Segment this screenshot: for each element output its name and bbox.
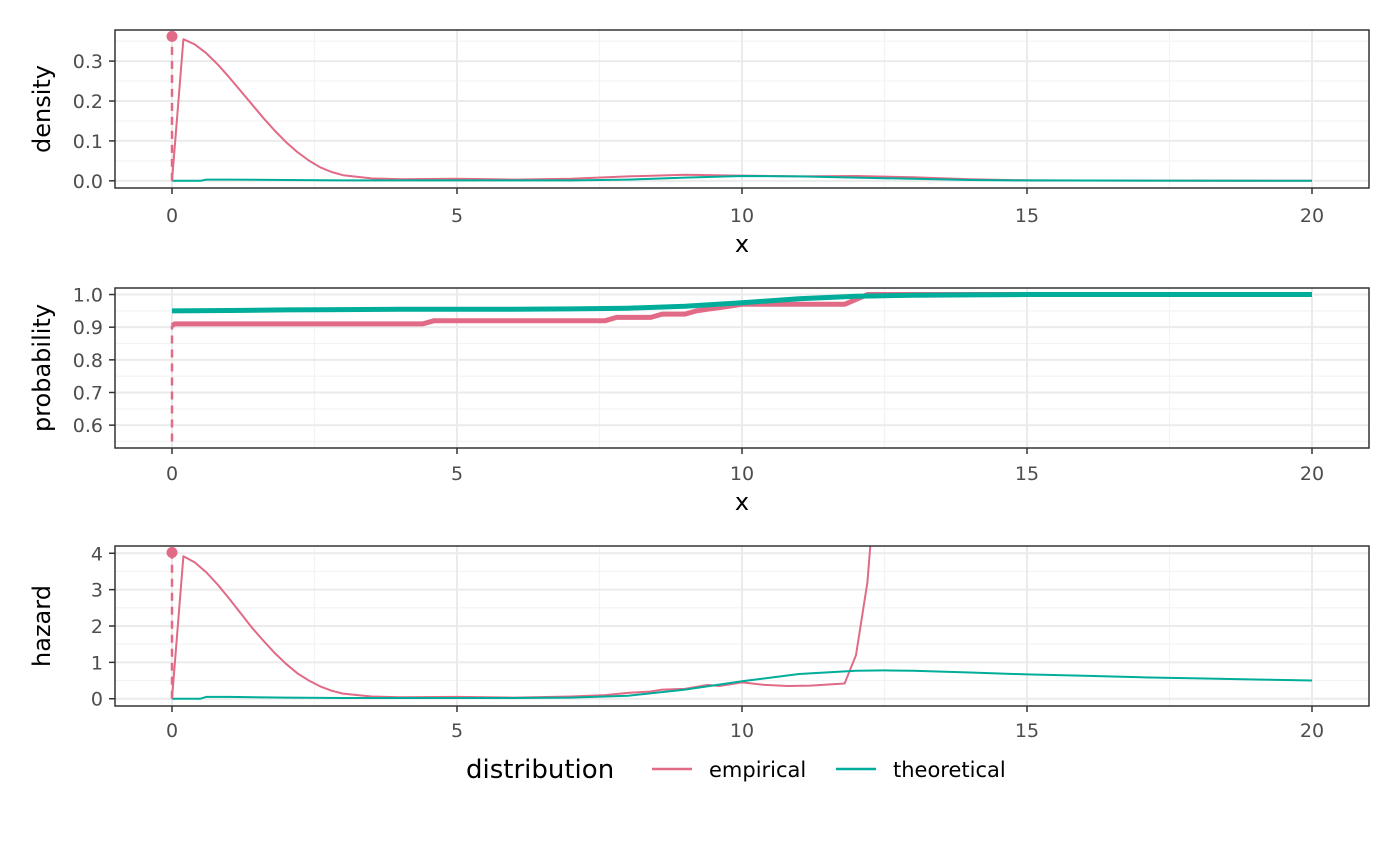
y-tick-label: 2 — [91, 616, 103, 638]
series-line-theoretical — [172, 175, 1313, 182]
x-tick-label: 15 — [1015, 205, 1039, 227]
x-tick-label: 5 — [451, 720, 463, 742]
y-tick-label: 0.9 — [73, 317, 103, 339]
y-tick-label: 0.3 — [73, 51, 103, 73]
x-tick-label: 0 — [166, 205, 178, 227]
legend-title: distribution — [466, 755, 614, 785]
legend-label-empirical: empirical — [709, 758, 806, 782]
y-axis-title: density — [28, 65, 56, 153]
point-mass-dot — [166, 30, 178, 42]
y-tick-label: 4 — [91, 543, 103, 565]
x-tick-label: 15 — [1015, 720, 1039, 742]
x-tick-label: 10 — [730, 463, 754, 485]
x-tick-label: 20 — [1300, 463, 1324, 485]
legend: distribution empirical theoretical — [466, 755, 1006, 785]
x-tick-label: 20 — [1300, 720, 1324, 742]
series-line-theoretical — [172, 669, 1313, 700]
x-tick-label: 10 — [730, 720, 754, 742]
y-axis-title: hazard — [28, 585, 56, 667]
y-tick-label: 0.2 — [73, 91, 103, 113]
y-axis-title: probability — [28, 304, 56, 432]
y-tick-label: 0.6 — [73, 415, 103, 437]
panel-hazard: 0 5 10 15 20 0 1 2 3 4 hazard — [28, 543, 1370, 742]
x-tick-label: 20 — [1300, 205, 1324, 227]
series-line-theoretical — [171, 292, 1312, 314]
series-line-empirical — [171, 546, 872, 699]
panel-border — [114, 29, 1370, 189]
y-tick-label: 0 — [91, 689, 103, 711]
point-mass-dot — [166, 547, 178, 559]
x-tick-label: 5 — [451, 205, 463, 227]
y-tick-label: 0.7 — [73, 382, 103, 404]
x-tick-label: 15 — [1015, 463, 1039, 485]
y-tick-label: 0.1 — [73, 131, 103, 153]
x-tick-label: 0 — [166, 720, 178, 742]
x-tick-label: 0 — [166, 463, 178, 485]
y-tick-label: 0.0 — [73, 171, 103, 193]
y-tick-label: 3 — [91, 580, 103, 602]
x-axis-title: x — [735, 488, 749, 516]
y-tick-label: 1 — [91, 652, 103, 674]
y-tick-label: 1.0 — [73, 285, 103, 307]
x-tick-label: 5 — [451, 463, 463, 485]
panel-probability: 0 5 10 15 20 0.6 0.7 0.8 0.9 1.0 x probability — [28, 285, 1370, 516]
x-axis-title: x — [735, 230, 749, 258]
panel-density: 0 5 10 15 20 0.0 0.1 0.2 0.3 x density — [28, 29, 1370, 258]
panel-border — [114, 545, 1370, 707]
y-tick-label: 0.8 — [73, 350, 103, 372]
series-line-empirical — [170, 292, 1312, 328]
panel-border — [114, 287, 1370, 449]
legend-label-theoretical: theoretical — [893, 758, 1006, 782]
x-tick-label: 10 — [730, 205, 754, 227]
